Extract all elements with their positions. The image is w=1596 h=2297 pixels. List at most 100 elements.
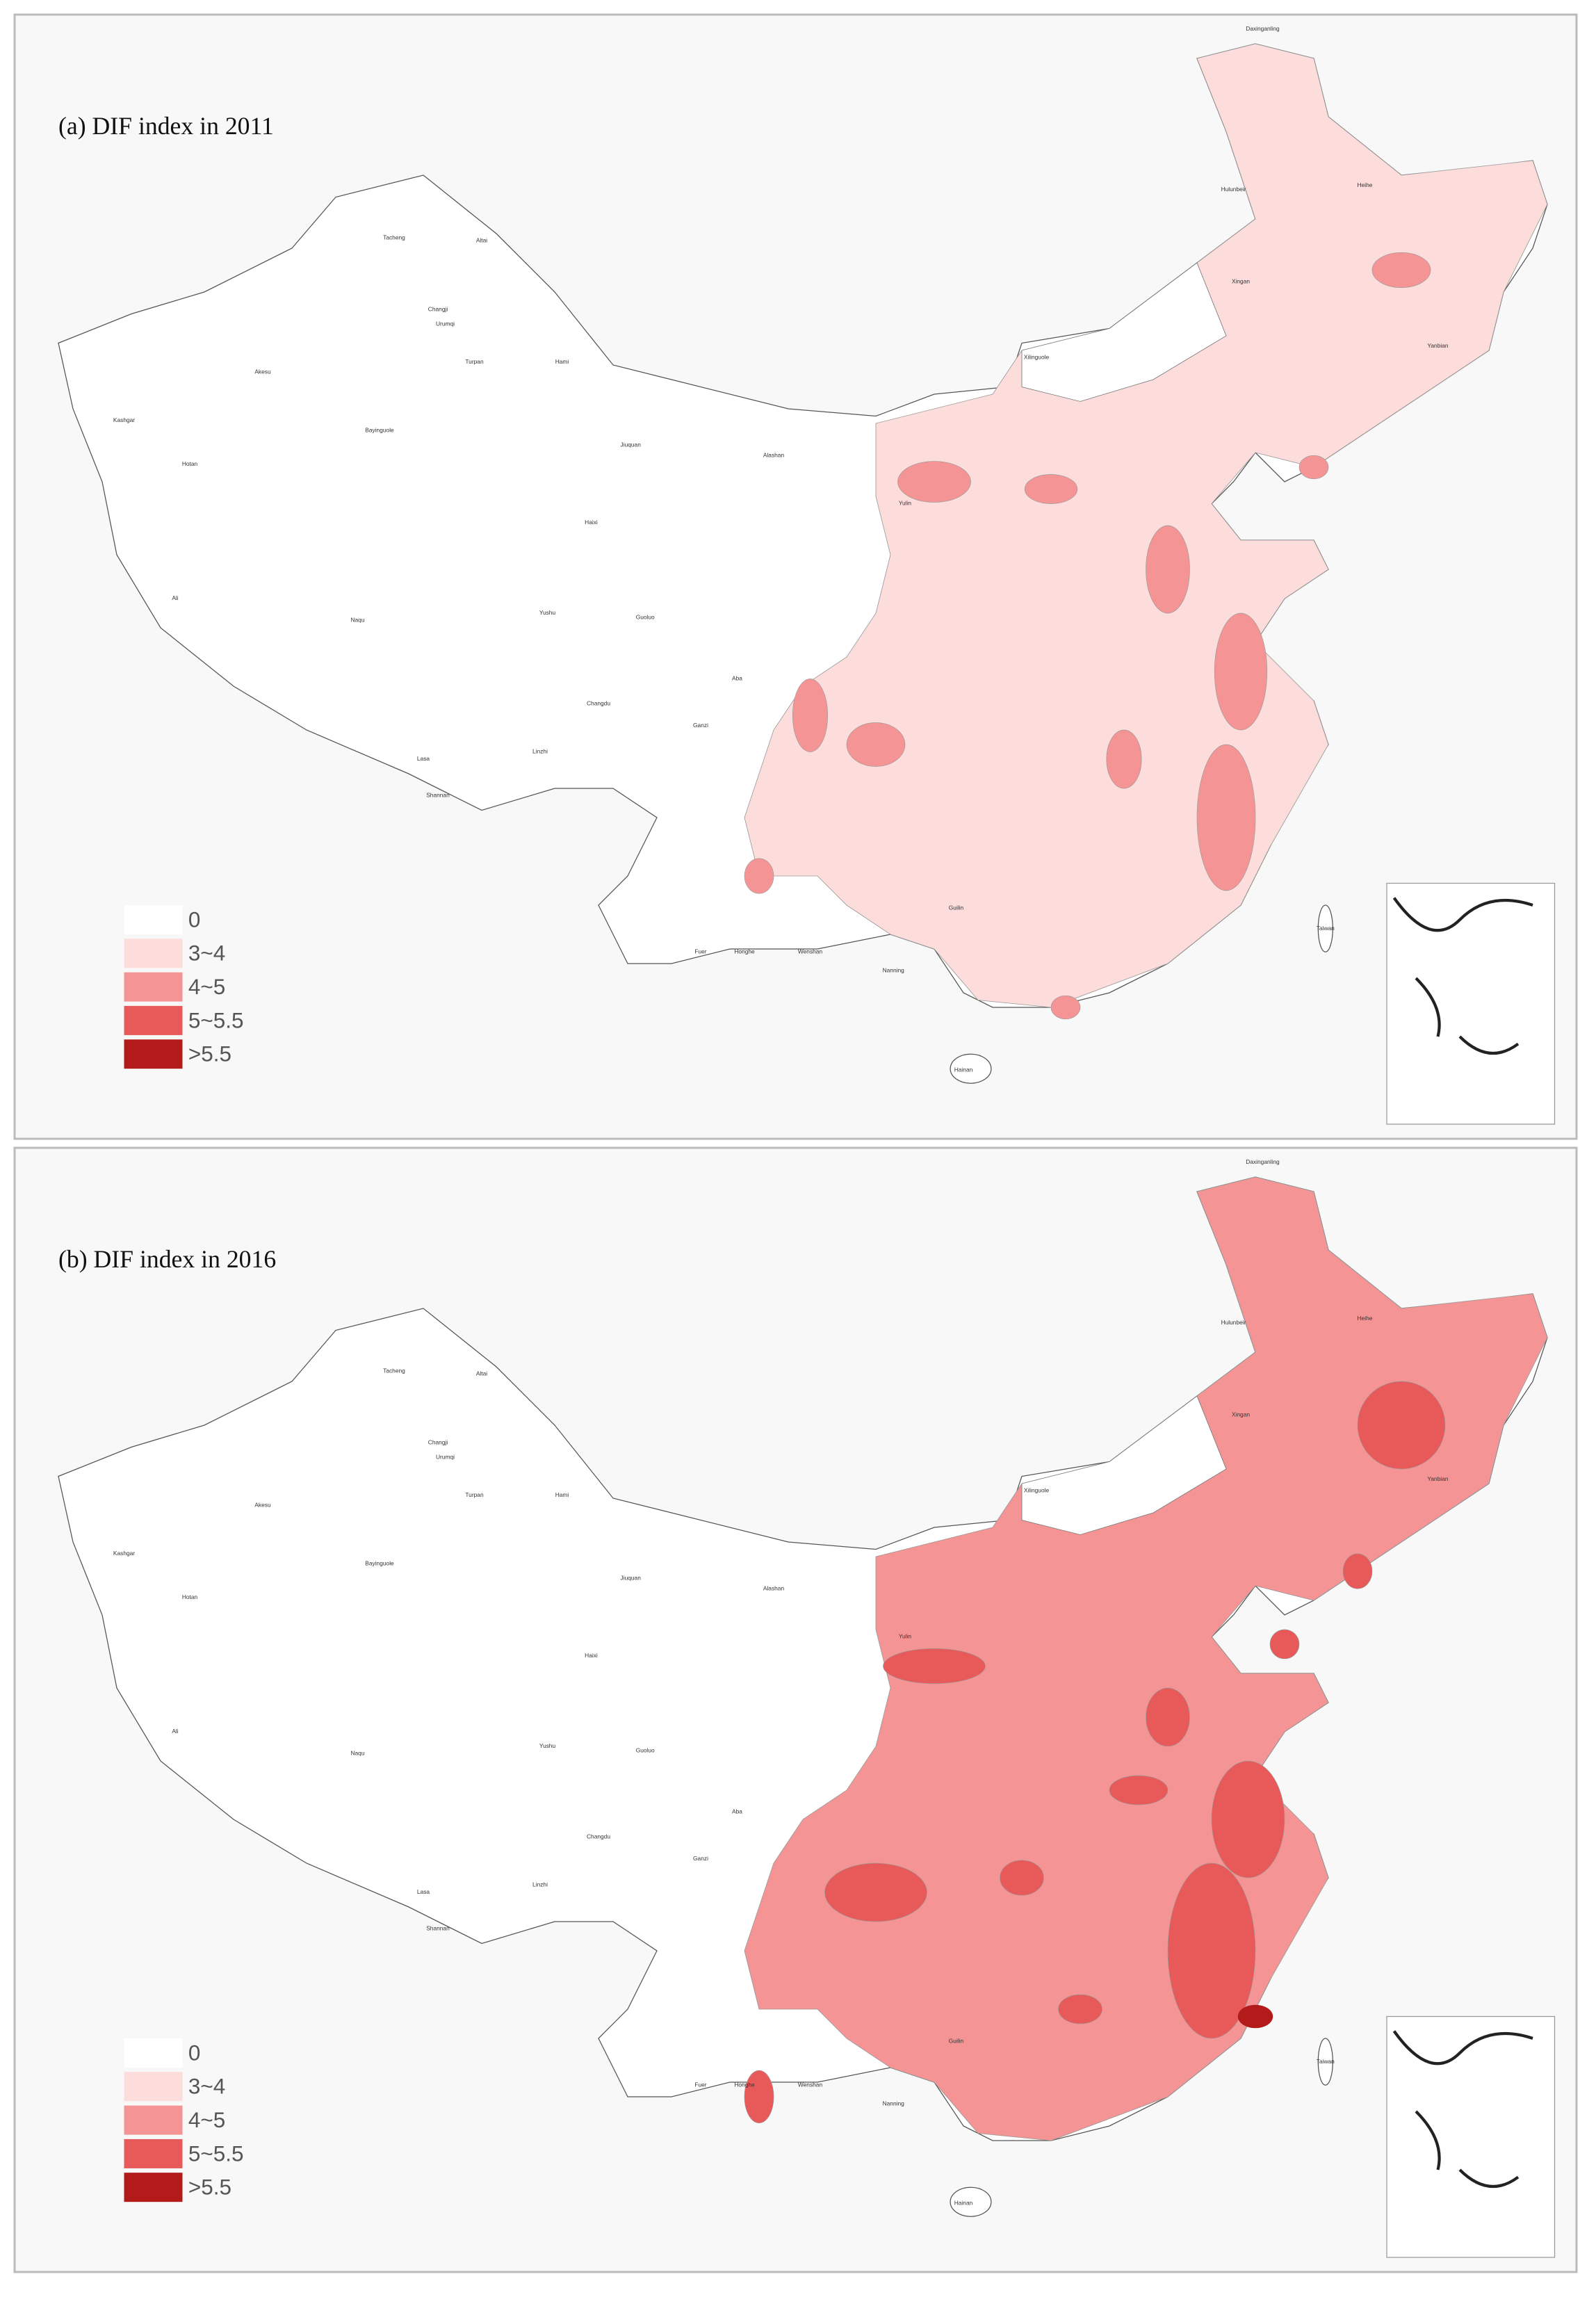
region — [1371, 252, 1431, 289]
taiwan — [1317, 904, 1333, 952]
map-label: Yushu — [539, 609, 556, 616]
region — [1000, 1860, 1044, 1896]
inset-coast — [1392, 897, 1533, 1055]
legend-label: 3~4 — [188, 941, 225, 966]
map-label: Taiwan — [1317, 2058, 1335, 2065]
map-label: Urumqi — [436, 320, 455, 327]
region — [744, 2070, 774, 2124]
legend-label: 4~5 — [188, 2107, 225, 2132]
map-label: Altai — [476, 1370, 487, 1377]
region — [1106, 729, 1142, 789]
legend-label: 4~5 — [188, 974, 225, 999]
region — [1269, 1629, 1300, 1659]
map-label: Hainan — [954, 1066, 973, 1073]
legend-label: >5.5 — [188, 2175, 231, 2200]
map-label: Wenshan — [798, 2081, 823, 2088]
map-label: Aba — [732, 675, 742, 682]
region — [1214, 612, 1268, 731]
map-label: Hotan — [182, 1593, 198, 1600]
legend-label: 5~5.5 — [188, 1007, 244, 1032]
panel-title: (b) DIF index in 2016 — [58, 1245, 276, 1273]
map-label: Bayinguole — [365, 427, 394, 434]
map-label: Xilinguole — [1024, 1487, 1050, 1494]
map-label: Daxinganling — [1246, 25, 1280, 32]
map-label: Kashgar — [113, 416, 135, 423]
map-label: Xingan — [1232, 1411, 1250, 1418]
map-label: Guoluo — [636, 614, 655, 621]
region — [1058, 1994, 1102, 2024]
map-label: Changji — [428, 305, 448, 312]
map-label: Akesu — [254, 1502, 271, 1509]
map-label: Lasa — [417, 1888, 430, 1895]
map-label: Heihe — [1358, 181, 1373, 188]
map-label: Yanbian — [1427, 1475, 1448, 1482]
map-label: Daxinganling — [1246, 1158, 1280, 1165]
map-label: Ali — [172, 594, 178, 601]
legend-swatch — [124, 2038, 183, 2068]
map-label: Taiwan — [1317, 925, 1335, 932]
map-label: Heihe — [1358, 1315, 1373, 1322]
panel: (a) DIF index in 2011 Daxinganling Hulunbe… — [58, 25, 1556, 1125]
hainan — [950, 2186, 992, 2217]
map-label: Honghe — [734, 2081, 755, 2088]
eastern-regions — [744, 1176, 1548, 2141]
region — [1298, 455, 1329, 480]
region — [1211, 1760, 1285, 1878]
map-label: Hainan — [954, 2200, 973, 2207]
region — [883, 1648, 986, 1685]
map-label: Jiuquan — [621, 1575, 642, 1582]
legend-swatch — [124, 972, 183, 1002]
legend-label: 5~5.5 — [188, 2141, 244, 2166]
inner-region — [1021, 262, 1227, 402]
region — [1357, 1381, 1446, 1470]
map-label: Jiuquan — [621, 441, 642, 448]
map-label: Nanning — [883, 967, 905, 974]
region — [1196, 744, 1256, 891]
legend-label: 0 — [188, 907, 201, 932]
inset-coast — [1392, 2030, 1533, 2189]
region — [1146, 525, 1190, 614]
region — [1146, 1687, 1190, 1747]
map-label: Tacheng — [383, 234, 405, 241]
map-label: Ganzi — [693, 1855, 708, 1862]
region — [1024, 474, 1078, 504]
eastern-regions — [744, 43, 1548, 1008]
region — [1050, 995, 1081, 1020]
map-label: Alashan — [763, 1584, 785, 1591]
map-label: Hulunbeir — [1221, 186, 1246, 193]
map-label: Changji — [428, 1438, 448, 1445]
map-label: Wenshan — [798, 948, 823, 955]
legend-swatch — [124, 939, 183, 968]
map-label: Shannan — [426, 1925, 450, 1932]
hainan — [950, 1053, 992, 1084]
map-label: Urumqi — [436, 1453, 455, 1460]
map-label: Lasa — [417, 755, 430, 762]
legend-swatch — [124, 905, 183, 934]
map-label: Fuer — [694, 2081, 706, 2088]
map-label: Akesu — [254, 368, 271, 375]
map-label: Altai — [476, 237, 487, 244]
region — [897, 461, 971, 503]
map-label: Guoluo — [636, 1747, 655, 1754]
map-label: Tacheng — [383, 1367, 405, 1374]
map-label: Kashgar — [113, 1550, 135, 1557]
legend-swatch — [124, 2173, 183, 2202]
map-label: Yanbian — [1427, 342, 1448, 349]
legend-swatch — [124, 1039, 183, 1069]
map-label: Naqu — [350, 1750, 364, 1757]
map-label: Honghe — [734, 948, 755, 955]
map-label: Nanning — [883, 2100, 905, 2107]
legend-label: >5.5 — [188, 1041, 231, 1066]
taiwan — [1317, 2038, 1333, 2086]
map-label: Yulin — [899, 500, 912, 507]
map-label: Haixi — [585, 519, 598, 526]
region — [1109, 1775, 1168, 1805]
inset-frame — [1386, 2015, 1556, 2258]
map-label: Changdu — [587, 699, 610, 706]
legend-swatch — [124, 1005, 183, 1035]
map-label: Guilin — [949, 2037, 964, 2044]
map-label: Changdu — [587, 1833, 610, 1840]
panel-title: (a) DIF index in 2011 — [58, 112, 274, 140]
map-label: Aba — [732, 1808, 742, 1815]
map-label: Turpan — [465, 1491, 484, 1498]
